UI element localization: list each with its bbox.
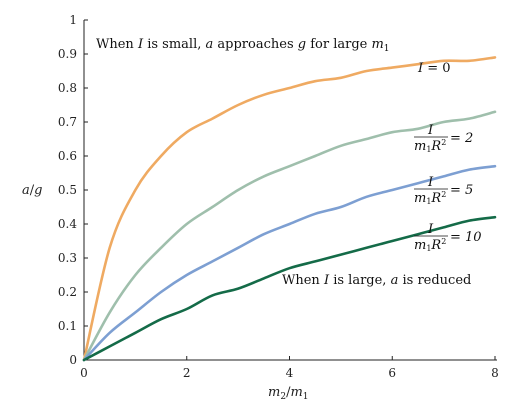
x-tick-label: 2 <box>183 366 191 380</box>
svg-text:I: I <box>427 123 434 138</box>
curve-label-i0: I = 0 <box>417 61 451 76</box>
x-tick-label: 8 <box>491 366 499 380</box>
annotation-top: When I is small, a approaches g for larg… <box>96 37 390 54</box>
svg-text:m1R2: m1R2 <box>414 190 446 206</box>
y-tick-label: 1 <box>69 13 77 27</box>
series-line-3 <box>82 215 497 362</box>
curve-label-ratio-10: I m1R2 = 10 <box>414 222 482 253</box>
svg-text:= 10: = 10 <box>450 230 482 245</box>
y-tick-label: 0.1 <box>58 319 77 333</box>
svg-text:I: I <box>427 175 434 190</box>
series-group <box>82 56 497 362</box>
y-tick-label: 0.3 <box>58 251 77 265</box>
x-tick-label: 0 <box>80 366 88 380</box>
x-tick-label: 4 <box>286 366 294 380</box>
svg-text:= 5: = 5 <box>450 183 473 198</box>
y-axis-label: a/g <box>22 183 42 198</box>
x-tick-label: 6 <box>388 366 396 380</box>
curve-label-ratio-5: I m1R2 = 5 <box>414 175 473 206</box>
curve-label-ratio-2: I m1R2 = 2 <box>414 123 473 154</box>
annotation-bottom: When I is large, a is reduced <box>282 273 471 288</box>
y-tick-label: 0 <box>69 353 77 367</box>
y-tick-label: 0.5 <box>58 183 77 197</box>
svg-text:m1R2: m1R2 <box>414 138 446 154</box>
svg-text:I: I <box>427 222 434 237</box>
series-line-1 <box>82 110 497 362</box>
series-line-2 <box>82 164 497 362</box>
y-tick-label: 0.4 <box>58 217 77 231</box>
svg-text:m1R2: m1R2 <box>414 237 446 253</box>
y-tick-label: 0.2 <box>58 285 77 299</box>
y-tick-label: 0.6 <box>58 149 77 163</box>
x-axis-label: m2/m1 <box>268 385 309 402</box>
ticks: 0 0.1 0.2 0.3 0.4 0.5 0.6 0.7 0.8 0.9 1 0 2 4 6 8 <box>58 13 499 380</box>
y-tick-label: 0.9 <box>58 47 77 61</box>
y-tick-label: 0.8 <box>58 81 77 95</box>
svg-text:= 2: = 2 <box>450 131 473 146</box>
y-tick-label: 0.7 <box>58 115 77 129</box>
series-line-0 <box>82 56 497 362</box>
